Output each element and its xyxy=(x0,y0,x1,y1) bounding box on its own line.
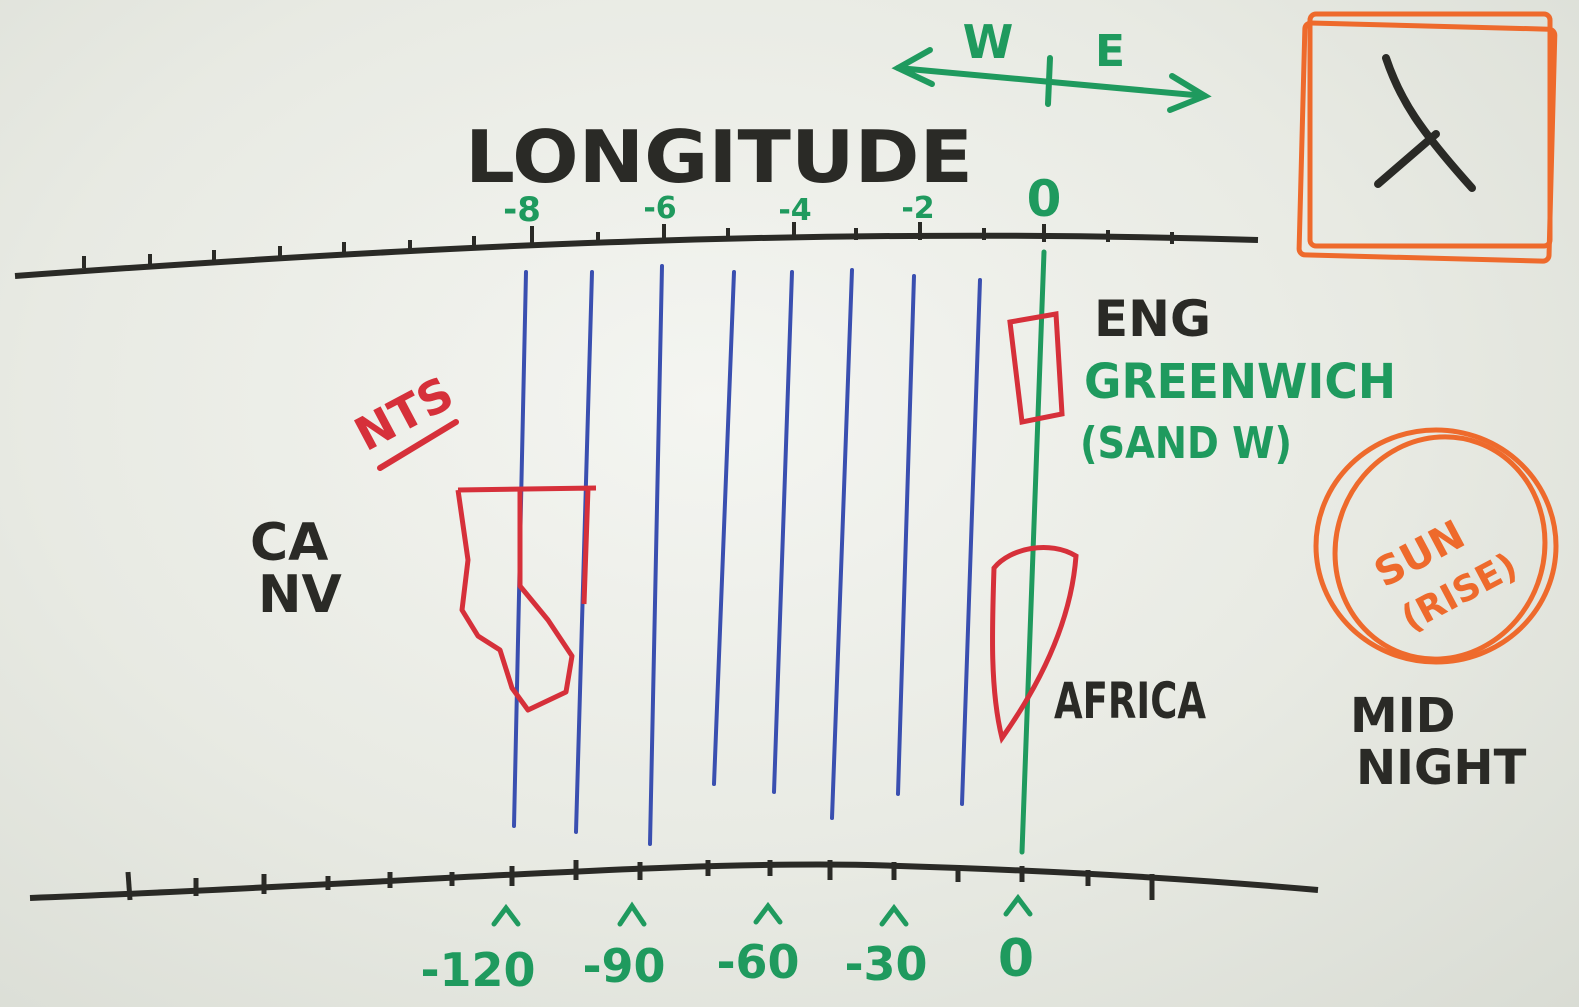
east-label: E xyxy=(1095,26,1125,77)
bottom-scale-ticks xyxy=(125,860,1155,901)
top-label-minus-2: -2 xyxy=(901,191,934,226)
eng-label: ENG xyxy=(1094,290,1211,348)
time-zone-lines xyxy=(512,264,982,846)
ca-label: CA xyxy=(250,513,328,573)
top-scale-line xyxy=(14,232,1259,279)
california-nevada-outline xyxy=(455,485,597,713)
top-scale-ticks xyxy=(82,222,1174,268)
nts-note: NTS xyxy=(346,366,462,471)
sun-circle-icon xyxy=(1313,427,1559,665)
bottom-label-minus-90: -90 xyxy=(582,939,665,993)
bottom-label-minus-120: -120 xyxy=(420,943,535,997)
bottom-label-minus-30: -30 xyxy=(844,937,927,991)
bottom-label-minus-60: -60 xyxy=(716,935,799,989)
clock-box xyxy=(1296,11,1558,264)
prime-meridian xyxy=(1019,249,1047,855)
top-label-zero: 0 xyxy=(1027,170,1062,228)
title: LONGITUDE xyxy=(465,115,973,199)
bottom-label-zero: 0 xyxy=(998,929,1034,989)
top-label-minus-4: -4 xyxy=(778,193,811,228)
direction-arrow xyxy=(891,47,1212,113)
west-label: W xyxy=(963,15,1014,69)
africa-outline xyxy=(989,545,1079,744)
top-label-minus-6: -6 xyxy=(643,191,676,226)
sandw-label: (SAND W) xyxy=(1080,418,1292,469)
night-label: NIGHT xyxy=(1356,740,1527,796)
bottom-scale-line xyxy=(29,861,1319,901)
bottom-scale-carets xyxy=(491,893,1033,927)
top-label-minus-8: -8 xyxy=(503,190,541,230)
england-outline xyxy=(1007,311,1065,425)
clock-hands-icon xyxy=(1374,54,1476,192)
svg-text:NTS: NTS xyxy=(346,366,462,462)
africa-label: AFRICA xyxy=(1054,672,1206,730)
greenwich-label: GREENWICH xyxy=(1084,354,1396,410)
nv-label: NV xyxy=(258,565,342,625)
mid-label: MID xyxy=(1350,688,1455,744)
